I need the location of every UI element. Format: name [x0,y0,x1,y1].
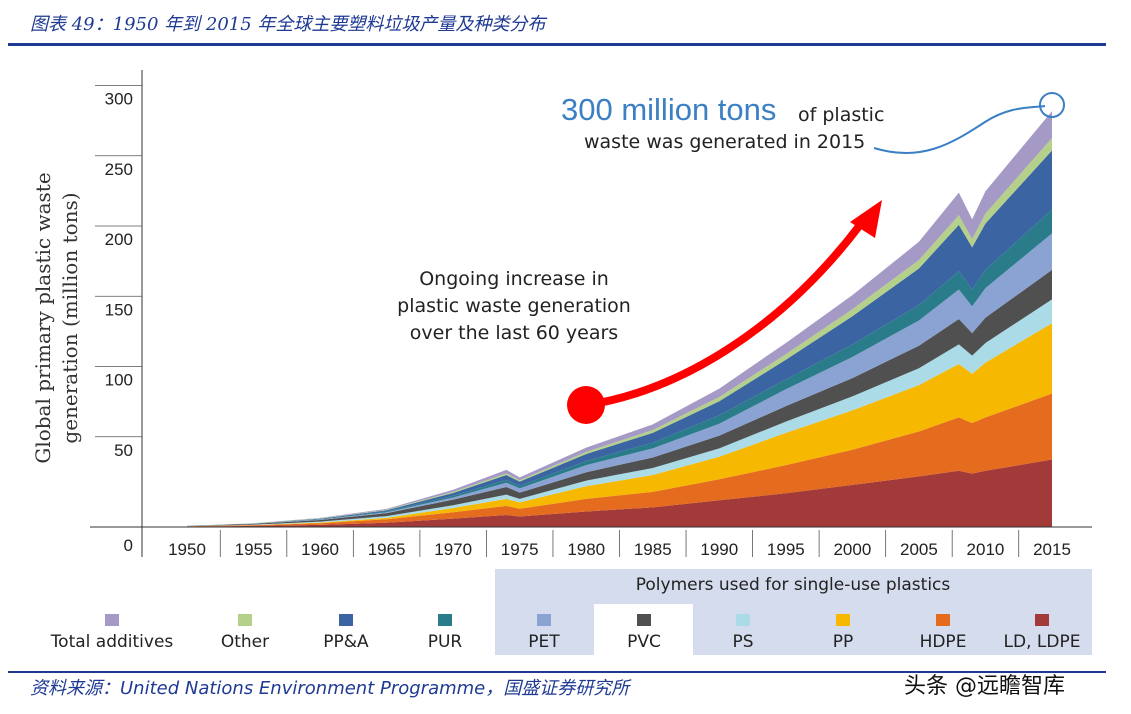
legend-label: HDPE [920,632,967,652]
legend-label: PET [528,632,560,652]
legend-label: PUR [428,632,463,652]
callout-circle [1039,92,1065,118]
x-tick-label: 1955 [235,540,273,559]
x-tick-label: 1950 [168,540,206,559]
y-tick-label: 50 [114,441,133,460]
y-tick-label: 200 [105,230,133,249]
callout-connector [873,105,1046,155]
x-tick-label: 1990 [700,540,738,559]
y-axis-label: Global primary plastic waste [31,172,55,463]
source-note: 资料来源：United Nations Environment Programm… [30,678,630,699]
x-tick-label: 1995 [767,540,805,559]
chart-legend: Polymers used for single-use plastics Tot… [50,569,1092,655]
legend-swatch [936,614,950,626]
legend-swatch [438,614,452,626]
callout-300-million: 300 million tons [561,92,776,127]
legend-group-header: Polymers used for single-use plastics [636,575,951,595]
trend-annotation-line: over the last 60 years [410,322,618,344]
title-rule [8,43,1106,46]
series-area-pp [187,323,1052,527]
legend-label: Total additives [50,632,174,652]
legend-swatch [736,614,750,626]
legend-swatch [537,614,551,626]
y-tick-label: 0 [124,536,133,555]
x-tick-label: 2010 [967,540,1005,559]
y-axis-label: generation (million tons) [58,192,82,443]
trend-arrow-head [850,200,882,238]
legend-swatch [836,614,850,626]
legend-label: PS [732,632,753,652]
legend-label: Other [221,632,269,652]
legend-label: PP [833,632,854,652]
chart-annotations: 300 million tons of plastic waste was gene… [397,92,1065,424]
chart-areas [187,111,1052,527]
legend-swatch [105,614,119,626]
y-tick-label: 250 [105,160,133,179]
x-tick-label: 1970 [434,540,472,559]
trend-annotation-line: plastic waste generation [397,295,631,317]
legend-label: LD, LDPE [1004,632,1081,652]
x-tick-label: 1960 [301,540,339,559]
x-tick-label: 1965 [368,540,406,559]
legend-swatch [339,614,353,626]
trend-annotation-line: Ongoing increase in [419,268,609,290]
x-tick-label: 1985 [634,540,672,559]
x-tick-label: 1975 [501,540,539,559]
x-tick-label: 1980 [567,540,605,559]
x-tick-label: 2000 [833,540,871,559]
callout-text-1: of plastic [798,104,884,126]
x-tick-label: 2015 [1033,540,1071,559]
legend-label: PVC [627,632,661,652]
series-area-ld-ldpe [187,459,1052,527]
watermark: 头条 @远瞻智库 [904,674,1065,699]
trend-arrow-shaft [587,222,864,409]
x-tick-label: 2005 [900,540,938,559]
figure-title: 图表 49：1950 年到 2015 年全球主要塑料垃圾产量及种类分布 [30,14,546,35]
callout-text-2: waste was generated in 2015 [584,131,865,153]
y-tick-label: 300 [105,90,133,109]
legend-swatch [637,614,651,626]
y-tick-label: 150 [105,300,133,319]
legend-label: PP&A [323,632,369,652]
chart-axes: 0 50 100 150 200 250 300 1950 1955 1960 1965 1970 19… [31,70,1092,559]
source-rule [8,671,1106,673]
legend-swatch [238,614,252,626]
trend-arrow-start [567,386,605,424]
y-tick-label: 100 [105,371,133,390]
series-area-pp-a [187,150,1052,526]
series-area-hdpe [187,393,1052,527]
legend-pvc-highlight [594,604,693,655]
legend-swatch [1035,614,1049,626]
